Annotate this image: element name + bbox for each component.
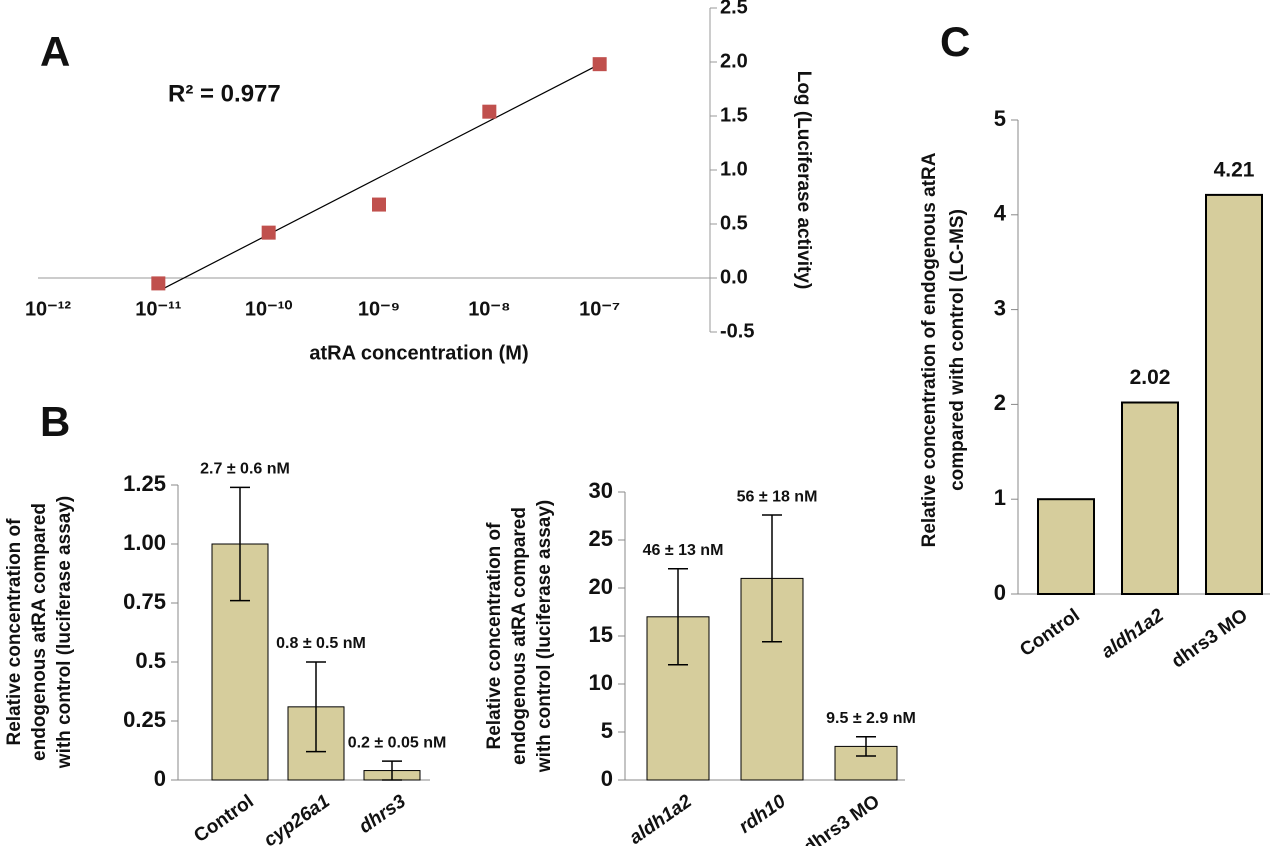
y-tick-label: 0.5 [135, 648, 166, 673]
y-axis-title: Relative concentration of [484, 522, 505, 750]
panel-letter: C [940, 18, 970, 65]
y-tick-label: 5 [601, 718, 613, 743]
x-tick-label: dhrs3 MO [800, 791, 884, 846]
x-tick-label: aldh1a2 [1098, 605, 1168, 663]
trendline [162, 63, 600, 290]
y-tick-label: 1.00 [123, 530, 166, 555]
annotation: 0.8 ± 0.5 nM [276, 635, 366, 652]
x-tick-label: 10⁻⁹ [358, 298, 400, 320]
bar [1037, 498, 1095, 596]
annotation: 2.7 ± 0.6 nM [200, 461, 290, 478]
y-tick-label: 1.5 [720, 104, 748, 126]
y-tick-label: 1.25 [123, 471, 166, 496]
y-tick-label: 5 [994, 106, 1006, 131]
y-tick-label: 2 [994, 390, 1006, 415]
y-axis-title: Log (Luciferase activity) [793, 71, 814, 290]
y-tick-label: 0.75 [123, 589, 166, 614]
x-axis-title: atRA concentration (M) [309, 342, 528, 364]
y-tick-label: 20 [589, 574, 613, 599]
point [151, 276, 166, 291]
x-tick-label: rdh10 [735, 791, 790, 838]
annotation: 56 ± 18 nM [737, 488, 818, 505]
point [592, 57, 607, 72]
panel-letter: B [40, 398, 70, 445]
annotation: 9.5 ± 2.9 nM [826, 710, 916, 727]
value-label: 2.02 [1130, 366, 1171, 389]
x-tick-label: 10⁻¹² [25, 298, 71, 320]
y-tick-label: 0 [994, 580, 1006, 605]
y-tick-label: 2.5 [720, 0, 748, 18]
annotation: 0.2 ± 0.05 nM [348, 734, 447, 751]
x-tick-label: dhrs3 MO [1168, 605, 1252, 672]
x-tick-label: dhrs3 [355, 791, 410, 838]
y-tick-label: 0.25 [123, 707, 166, 732]
y-tick-label: 25 [589, 526, 613, 551]
bar [1121, 401, 1179, 595]
x-tick-label: cyp26a1 [260, 791, 333, 846]
y-axis-title: Relative concentration of endogenous atR… [919, 152, 940, 547]
point [261, 225, 276, 240]
point [372, 197, 386, 212]
y-tick-label: 1.0 [720, 158, 748, 180]
y-tick-label: 15 [589, 622, 613, 647]
y-tick-label: 3 [994, 295, 1006, 320]
x-tick-label: 10⁻⁸ [468, 298, 510, 320]
point [482, 104, 497, 119]
y-tick-label: 0.0 [720, 266, 748, 288]
y-tick-label: 0 [154, 766, 166, 791]
panel-letter: A [40, 28, 70, 75]
y-axis-title: with control (luciferase assay) [534, 500, 555, 773]
y-axis-title: Relative concentration of [4, 518, 25, 746]
x-tick-label: Control [1016, 605, 1083, 661]
x-tick-label: aldh1a2 [626, 791, 696, 846]
y-tick-label: 1 [994, 485, 1006, 510]
y-tick-label: 30 [589, 478, 613, 503]
x-tick-label: 10⁻¹¹ [135, 298, 181, 320]
value-label: 4.21 [1214, 158, 1255, 181]
x-tick-label: Control [190, 791, 257, 846]
y-tick-label: 2.0 [720, 50, 748, 72]
y-axis-title: with control (luciferase assay) [54, 496, 75, 769]
y-axis-title: compared with control (LC-MS) [947, 209, 968, 491]
y-tick-label: 4 [994, 201, 1007, 226]
annotation: 46 ± 13 nM [643, 542, 724, 559]
x-tick-label: 10⁻⁷ [579, 298, 620, 320]
y-tick-label: 0 [601, 766, 613, 791]
x-tick-label: 10⁻¹⁰ [245, 298, 292, 320]
y-tick-label: -0.5 [720, 320, 754, 342]
annotation: R² = 0.977 [168, 80, 281, 107]
y-tick-label: 10 [589, 670, 613, 695]
bar [1205, 193, 1263, 595]
y-axis-title: endogenous atRA compared [29, 503, 50, 761]
y-axis-title: endogenous atRA compared [509, 507, 530, 765]
y-tick-label: 0.5 [720, 212, 748, 234]
